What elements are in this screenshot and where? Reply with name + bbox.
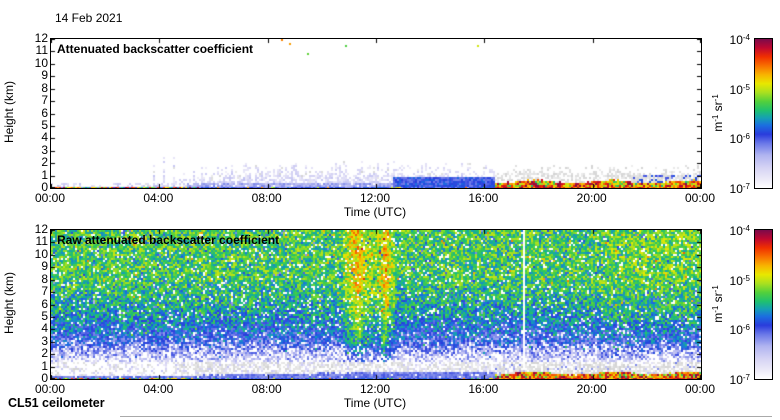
raw-backscatter-heatmap: [51, 230, 701, 379]
x-tick-label: 12:00: [359, 191, 391, 205]
panel-title-attenuated: Attenuated backscatter coefficient: [57, 42, 254, 56]
y-tick-label: 11: [35, 43, 48, 58]
colorbar-tick-label: 10-5: [729, 82, 750, 97]
x-axis-label-attenuated: Time (UTC): [343, 205, 407, 219]
x-tick-label: 04:00: [143, 382, 174, 396]
instrument-label: CL51 ceilometer: [8, 396, 105, 410]
panel-raw-backscatter: Raw attenuated backscatter coefficient: [50, 229, 702, 380]
y-tick-label: 3: [41, 333, 48, 348]
y-tick-label: 1: [41, 358, 48, 373]
colorbar-tick-label: 10-6: [729, 132, 750, 147]
y-tick-label: 10: [34, 55, 48, 70]
panel-attenuated-backscatter: Attenuated backscatter coefficient: [50, 38, 702, 189]
y-tick-label: 4: [41, 321, 48, 336]
colorbar-tick-label: 10-4: [729, 33, 750, 47]
x-tick-label: 16:00: [468, 382, 499, 396]
y-tick-label: 9: [41, 68, 48, 83]
y-axis-label-attenuated: Height (km): [2, 81, 16, 144]
x-tick-label: 00:00: [684, 191, 716, 205]
y-tick-label: 0: [41, 180, 48, 194]
colorbar-tick-label: 10-6: [729, 323, 750, 338]
y-tick-label: 8: [41, 80, 48, 95]
x-tick-label: 00:00: [684, 382, 716, 396]
colorbar-tick-label: 10-7: [729, 373, 750, 387]
x-tick-label: 12:00: [359, 382, 391, 396]
colorbar-raw: [754, 229, 773, 380]
x-axis-label-raw: Time (UTC): [343, 396, 407, 410]
attenuated-backscatter-heatmap: [51, 39, 701, 188]
y-tick-label: 6: [41, 105, 48, 120]
x-tick-label: 08:00: [251, 382, 282, 396]
y-tick-label: 6: [41, 296, 48, 311]
x-tick-label: 20:00: [576, 191, 607, 205]
y-tick-label: 9: [41, 259, 48, 274]
y-tick-label: 12: [34, 222, 48, 236]
y-tick-label: 1: [41, 167, 48, 182]
y-tick-label: 10: [34, 246, 48, 261]
y-tick-label: 3: [41, 142, 48, 157]
y-tick-label: 2: [41, 155, 48, 170]
colorbar-attenuated: [754, 38, 773, 189]
x-tick-label: 04:00: [143, 191, 174, 205]
x-tick-label: 20:00: [576, 382, 607, 396]
colorbar-unit-label: m-1 sr-1: [711, 93, 725, 132]
y-tick-label: 5: [41, 117, 48, 132]
x-tick-label: 16:00: [468, 191, 499, 205]
colorbar-unit-label: m-1 sr-1: [711, 284, 725, 323]
y-tick-label: 5: [41, 308, 48, 323]
colorbar-tick-label: 10-7: [729, 182, 750, 196]
x-tick-label: 08:00: [251, 191, 282, 205]
x-tick-label: 00:00: [34, 382, 66, 396]
bottom-divider: [120, 416, 772, 417]
y-axis-label-raw: Height (km): [2, 272, 16, 335]
x-tick-label: 00:00: [34, 191, 66, 205]
y-tick-label: 4: [41, 130, 48, 145]
y-tick-label: 0: [41, 371, 48, 385]
y-tick-label: 7: [41, 284, 48, 299]
y-tick-label: 12: [34, 31, 48, 45]
y-tick-label: 8: [41, 271, 48, 286]
y-tick-label: 2: [41, 346, 48, 361]
colorbar-tick-label: 10-5: [729, 273, 750, 288]
y-tick-label: 7: [41, 93, 48, 108]
date-label: 14 Feb 2021: [55, 11, 123, 25]
colorbar-tick-label: 10-4: [729, 224, 750, 238]
panel-title-raw: Raw attenuated backscatter coefficient: [57, 233, 280, 247]
y-tick-label: 11: [35, 234, 48, 249]
